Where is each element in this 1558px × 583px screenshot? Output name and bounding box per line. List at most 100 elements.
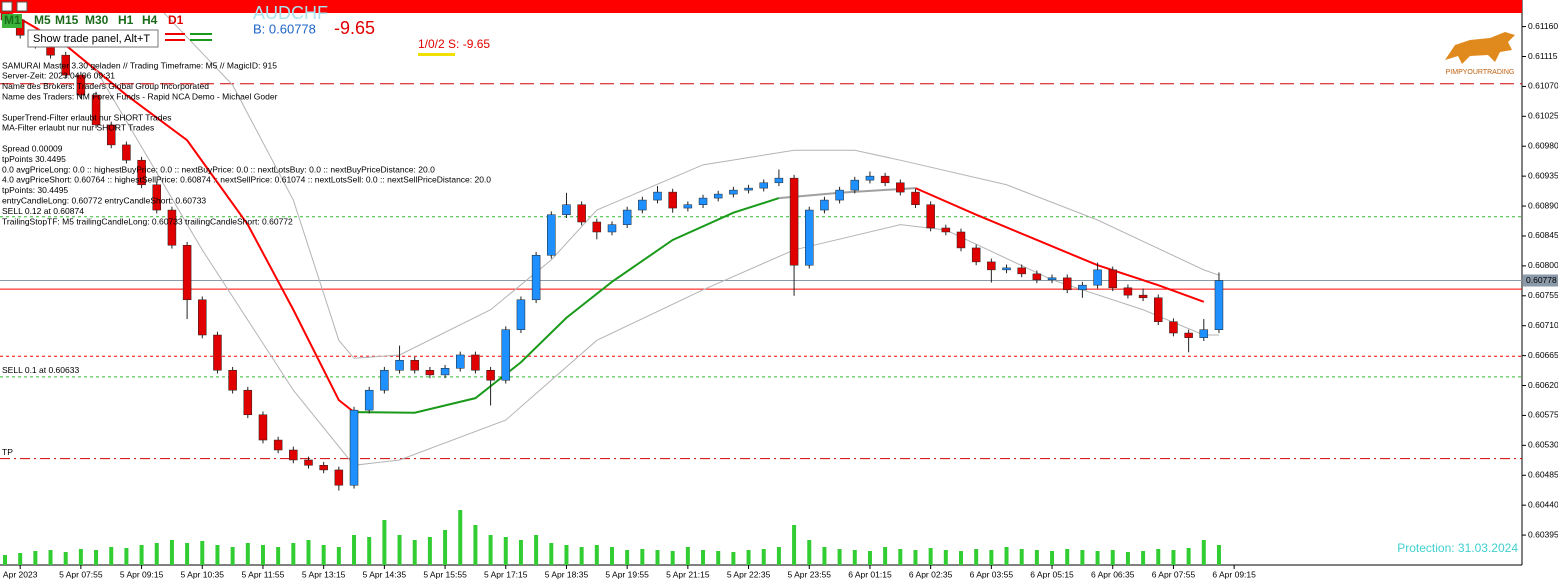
volume-bar [1034, 550, 1039, 565]
volume-bar [701, 550, 706, 565]
volume-bar [837, 549, 842, 565]
candle-body [911, 191, 920, 205]
logo: PIMPYOURTRADING [1445, 32, 1515, 76]
candle-body [987, 261, 996, 271]
volume-bar [518, 540, 523, 565]
timeframe-button[interactable]: M30 [85, 13, 109, 27]
icon[interactable] [1, 1, 13, 12]
indicator-line [95, 69, 1219, 466]
candle-body [1032, 273, 1042, 281]
timeframe-button[interactable]: M15 [55, 13, 79, 27]
tooltip-text: Show trade panel, Alt+T [33, 33, 150, 45]
x-tick-label: 5 Apr 09:15 [120, 569, 164, 579]
candle-body [1093, 269, 1102, 286]
candle-body [926, 204, 935, 229]
volume-bar [564, 545, 569, 565]
y-tick-label: 0.60980 [1528, 140, 1558, 150]
candle-body [91, 94, 101, 126]
volume-bar [503, 537, 508, 565]
volume-bar [169, 540, 174, 565]
volume-bar [1186, 548, 1191, 565]
candle-body [304, 459, 313, 466]
candle-body [1108, 269, 1117, 289]
x-tick-label: 5 Apr 10:35 [181, 569, 225, 579]
candle-body [668, 191, 677, 209]
candle-body [471, 354, 480, 371]
volume-bar [579, 547, 584, 565]
candle-body [425, 369, 435, 376]
volume-bar [716, 551, 721, 565]
candle-body [607, 224, 617, 233]
candle-body [152, 184, 162, 211]
icon[interactable] [16, 1, 28, 12]
timeframe-button[interactable]: M5 [34, 13, 51, 27]
x-tick-label: 5 Apr 11:55 [242, 569, 285, 579]
candle-body [1184, 332, 1193, 338]
volume-bar [640, 549, 645, 565]
volume-bar [625, 550, 630, 565]
toolbar-icons [1, 1, 28, 12]
info-line: SuperTrend-Filter erlaubt nur SHORT Trad… [2, 112, 171, 122]
x-tick-label: 5 Apr 18:35 [545, 569, 589, 579]
info-line: Name des Brokers: Traders Global Group I… [2, 81, 209, 91]
candle-body [744, 187, 753, 191]
info-panel: SAMURAI Master 3.30 geladen // Trading T… [2, 60, 491, 226]
top-alert-bar [0, 0, 1522, 13]
candle-body [213, 334, 222, 371]
candle-body [820, 199, 829, 211]
candle-body [956, 231, 966, 249]
volume-bar [1095, 551, 1100, 565]
volume-bar [230, 547, 235, 565]
y-tick-label: 0.61160 [1528, 21, 1558, 31]
timeframe-button[interactable]: M1 [4, 13, 21, 27]
candle-body [243, 389, 253, 416]
y-tick-label: 0.61070 [1528, 81, 1558, 91]
candle-body [805, 209, 814, 266]
volume-bar [412, 540, 417, 565]
x-tick-label: 6 Apr 06:35 [1091, 569, 1135, 579]
candle-body [941, 227, 951, 233]
candle-body [577, 204, 586, 223]
x-tick-label: 5 Apr 23:55 [788, 569, 832, 579]
volume-bar [974, 549, 979, 565]
candle-body [1062, 277, 1072, 291]
candle-body [1154, 297, 1163, 322]
info-line: 4.0 avgPriceShort: 0.60764 :: highestSel… [2, 175, 491, 185]
x-tick-label: 5 Apr 21:15 [666, 569, 710, 579]
volume-bar [913, 550, 918, 565]
candle-body [486, 369, 495, 381]
volume-bar [822, 547, 827, 565]
info-line: tpPoints 30.4495 [2, 154, 66, 164]
candle-body [1047, 277, 1057, 281]
volume-bar [852, 550, 857, 565]
indicator-line [156, 4, 1220, 359]
x-tick-label: 6 Apr 01:15 [848, 569, 892, 579]
indicator-line [354, 197, 780, 414]
volume-bar [397, 535, 402, 565]
candle-body [182, 245, 192, 301]
x-tick-label: 6 Apr 07:55 [1152, 569, 1196, 579]
timeframe-button[interactable]: H4 [142, 13, 158, 27]
candle-body [198, 299, 207, 336]
volume-bar [336, 547, 341, 565]
x-tick-label: 6 Apr 05:15 [1030, 569, 1074, 579]
volume-bar [609, 547, 614, 565]
candle-body [440, 367, 450, 376]
candle-body [729, 189, 738, 195]
volume-bar [260, 545, 265, 565]
info-line: MA-Filter erlaubt nur nur SHORT Trades [2, 123, 154, 133]
volume-bar [1125, 552, 1130, 565]
info-line: entryCandleLong: 0.60772 entryCandleShor… [2, 195, 206, 205]
info-line: SAMURAI Master 3.30 geladen // Trading T… [2, 60, 277, 70]
candle-body [638, 199, 647, 211]
volume-bar [958, 551, 963, 565]
candle-body [865, 175, 875, 181]
timeframe-button[interactable]: H1 [118, 13, 134, 27]
candle-body [410, 360, 419, 371]
volume-bar [78, 549, 83, 565]
candle-body [167, 209, 177, 246]
timeframe-button[interactable]: D1 [168, 13, 184, 27]
candle-body [562, 204, 571, 215]
